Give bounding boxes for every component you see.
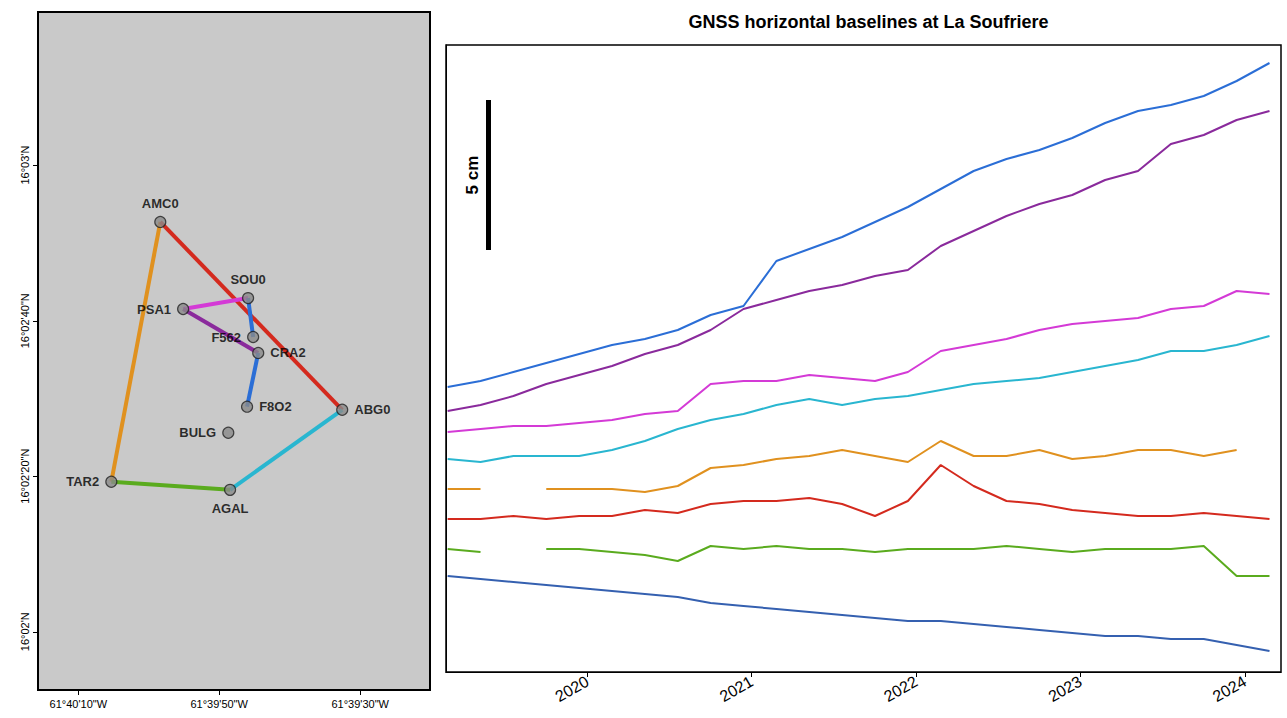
svg-text:CRA2: CRA2 — [270, 345, 305, 360]
svg-text:61°39'50"W: 61°39'50"W — [190, 698, 248, 710]
svg-text:16°02'20"N: 16°02'20"N — [19, 449, 31, 504]
svg-text:2023: 2023 — [1045, 673, 1084, 706]
svg-text:61°40'10"W: 61°40'10"W — [50, 698, 108, 710]
svg-text:16°02'40"N: 16°02'40"N — [19, 293, 31, 348]
svg-text:GNSS horizontal baselines at L: GNSS horizontal baselines at La Soufrier… — [688, 12, 1048, 32]
svg-text:5 cm: 5 cm — [463, 156, 482, 195]
svg-text:F562: F562 — [211, 330, 241, 345]
svg-text:2022: 2022 — [881, 673, 920, 706]
svg-text:61°39'30"W: 61°39'30"W — [331, 698, 389, 710]
svg-text:TAR2: TAR2 — [66, 474, 99, 489]
svg-text:ABG0: ABG0 — [354, 402, 390, 417]
svg-text:2021: 2021 — [717, 673, 756, 706]
svg-text:16°02'N: 16°02'N — [19, 612, 31, 651]
svg-text:2020: 2020 — [552, 673, 591, 706]
svg-text:2024: 2024 — [1210, 673, 1249, 706]
svg-text:PSA1: PSA1 — [137, 302, 171, 317]
svg-text:F8O2: F8O2 — [259, 399, 292, 414]
svg-text:16°03'N: 16°03'N — [19, 146, 31, 185]
svg-text:SOU0: SOU0 — [230, 272, 265, 287]
svg-text:BULG: BULG — [179, 425, 216, 440]
svg-text:AGAL: AGAL — [212, 501, 249, 516]
svg-text:AMC0: AMC0 — [142, 196, 179, 211]
